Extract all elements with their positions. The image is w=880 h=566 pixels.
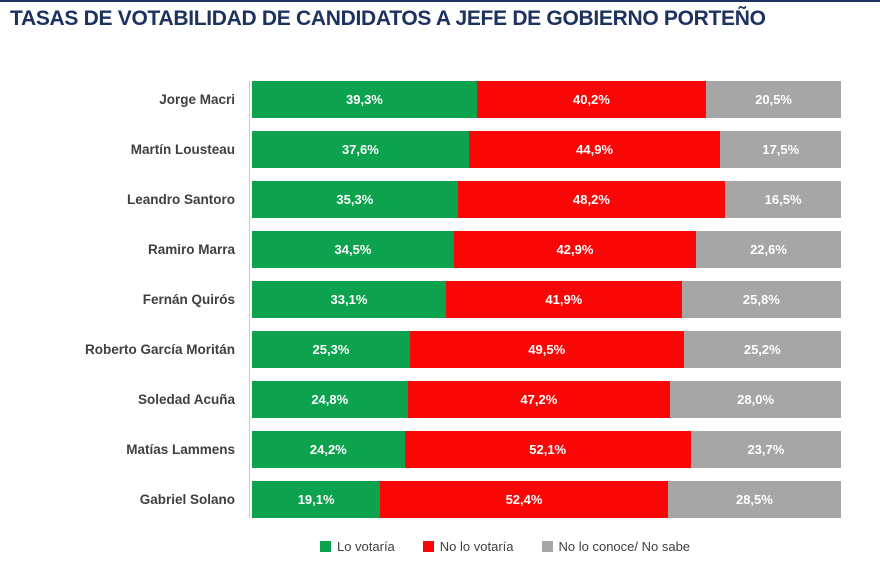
- candidate-label: Jorge Macri: [159, 92, 235, 107]
- bar-row: Martín Lousteau 37,6% 44,9% 17,5%: [0, 131, 880, 168]
- value-label: 33,1%: [330, 292, 368, 307]
- legend-label: No lo conoce/ No sabe: [558, 539, 691, 554]
- bar-row: Leandro Santoro 35,3% 48,2% 16,5%: [0, 181, 880, 218]
- value-label: 42,9%: [556, 242, 594, 257]
- value-label: 48,2%: [573, 192, 610, 207]
- bar-segment-no-lo-conoce-no-sabe: 17,5%: [720, 131, 842, 168]
- value-label: 19,1%: [297, 492, 335, 507]
- legend-item-no-lo-conoce-no-sabe: No lo conoce/ No sabe: [541, 539, 691, 554]
- candidate-label: Ramiro Marra: [147, 242, 235, 257]
- value-label: 37,6%: [341, 142, 379, 157]
- bar-segment-no-lo-votaria: 40,2%: [476, 81, 707, 118]
- bar-row: Roberto García Moritán 25,3% 49,5% 25,2%: [0, 331, 880, 368]
- bar-segment-no-lo-votaria: 47,2%: [407, 381, 671, 418]
- value-label: 34,5%: [334, 242, 372, 257]
- bar-segment-no-lo-votaria: 42,9%: [453, 231, 697, 268]
- bar-segment-no-lo-conoce-no-sabe: 25,8%: [681, 281, 841, 318]
- bar-row: Soledad Acuña 24,8% 47,2% 28,0%: [0, 381, 880, 418]
- legend-item-no-lo-votaria: No lo votaría: [422, 539, 514, 554]
- bar-row: Gabriel Solano 19,1% 52,4% 28,5%: [0, 481, 880, 518]
- value-label: 47,2%: [520, 392, 558, 407]
- candidate-label: Fernán Quirós: [142, 292, 235, 307]
- chart-legend: Lo votaría No lo votaría No lo conoce/ No …: [130, 539, 880, 554]
- bar-row: Matías Lammens 24,2% 52,1% 23,7%: [0, 431, 880, 468]
- value-label: 52,1%: [529, 442, 567, 457]
- stacked-bar: 34,5% 42,9% 22,6%: [252, 231, 841, 268]
- bar-segment-lo-votaria: 24,8%: [252, 381, 408, 418]
- stacked-bar: 37,6% 44,9% 17,5%: [252, 131, 842, 168]
- bar-segment-lo-votaria: 19,1%: [252, 481, 381, 518]
- value-label: 17,5%: [762, 142, 800, 157]
- value-label: 39,3%: [346, 92, 383, 107]
- stacked-bar: 19,1% 52,4% 28,5%: [252, 481, 842, 518]
- legend-label: Lo votaría: [336, 539, 395, 554]
- bar-row: Ramiro Marra 34,5% 42,9% 22,6%: [0, 231, 880, 268]
- category-axis-line: [249, 81, 250, 518]
- bar-segment-no-lo-conoce-no-sabe: 20,5%: [706, 81, 841, 118]
- value-label: 24,8%: [311, 392, 349, 407]
- value-label: 28,0%: [737, 392, 775, 407]
- bar-segment-lo-votaria: 34,5%: [252, 231, 454, 268]
- candidate-label: Soledad Acuña: [137, 392, 235, 407]
- value-label: 49,5%: [528, 342, 566, 357]
- page-title: TASAS DE VOTABILIDAD DE CANDIDATOS A JEF…: [10, 7, 766, 30]
- bar-segment-no-lo-votaria: 41,9%: [445, 281, 682, 318]
- stacked-bar: 24,8% 47,2% 28,0%: [252, 381, 841, 418]
- bar-segment-no-lo-conoce-no-sabe: 16,5%: [725, 181, 841, 218]
- value-label: 24,2%: [309, 442, 347, 457]
- legend-item-lo-votaria: Lo votaría: [319, 539, 395, 554]
- bar-segment-lo-votaria: 24,2%: [252, 431, 405, 468]
- value-label: 52,4%: [505, 492, 543, 507]
- stacked-bar: 35,3% 48,2% 16,5%: [252, 181, 841, 218]
- bar-segment-lo-votaria: 33,1%: [252, 281, 446, 318]
- value-label: 22,6%: [750, 242, 787, 257]
- legend-swatch-icon: [319, 541, 331, 552]
- value-label: 41,9%: [545, 292, 583, 307]
- value-label: 28,5%: [735, 492, 773, 507]
- value-label: 40,2%: [573, 92, 610, 107]
- bar-segment-no-lo-votaria: 48,2%: [457, 181, 726, 218]
- stacked-bar-chart: Jorge Macri 39,3% 40,2% 20,5% Martín Loustea…: [0, 81, 880, 554]
- value-label: 16,5%: [764, 192, 802, 207]
- bar-segment-no-lo-votaria: 49,5%: [409, 331, 684, 368]
- bar-segment-no-lo-conoce-no-sabe: 23,7%: [690, 431, 841, 468]
- legend-swatch-icon: [422, 541, 434, 552]
- bar-segment-no-lo-conoce-no-sabe: 22,6%: [696, 231, 841, 268]
- value-label: 20,5%: [755, 92, 792, 107]
- value-label: 25,8%: [742, 292, 780, 307]
- bar-row: Fernán Quirós 33,1% 41,9% 25,8%: [0, 281, 880, 318]
- bar-segment-lo-votaria: 35,3%: [252, 181, 458, 218]
- value-label: 35,3%: [336, 192, 374, 207]
- stacked-bar: 24,2% 52,1% 23,7%: [252, 431, 841, 468]
- value-label: 23,7%: [747, 442, 785, 457]
- bar-segment-no-lo-votaria: 52,1%: [404, 431, 691, 468]
- value-label: 25,3%: [312, 342, 350, 357]
- stacked-bar: 33,1% 41,9% 25,8%: [252, 281, 841, 318]
- candidate-label: Roberto García Moritán: [84, 342, 235, 357]
- legend-label: No lo votaría: [439, 539, 514, 554]
- bar-segment-lo-votaria: 39,3%: [252, 81, 477, 118]
- page: TASAS DE VOTABILIDAD DE CANDIDATOS A JEF…: [0, 0, 880, 554]
- bar-segment-no-lo-conoce-no-sabe: 28,0%: [670, 381, 841, 418]
- candidate-label: Martín Lousteau: [130, 142, 235, 157]
- value-label: 44,9%: [576, 142, 614, 157]
- bar-rows: Jorge Macri 39,3% 40,2% 20,5% Martín Loustea…: [0, 81, 880, 518]
- bar-segment-lo-votaria: 37,6%: [252, 131, 469, 168]
- stacked-bar: 25,3% 49,5% 25,2%: [252, 331, 841, 368]
- bar-segment-no-lo-conoce-no-sabe: 25,2%: [683, 331, 841, 368]
- value-label: 25,2%: [743, 342, 781, 357]
- header-rule: [0, 0, 880, 2]
- bar-segment-no-lo-votaria: 44,9%: [468, 131, 721, 168]
- legend-swatch-icon: [541, 541, 553, 552]
- candidate-label: Gabriel Solano: [139, 492, 235, 507]
- stacked-bar: 39,3% 40,2% 20,5%: [252, 81, 841, 118]
- bar-row: Jorge Macri 39,3% 40,2% 20,5%: [0, 81, 880, 118]
- candidate-label: Matías Lammens: [126, 442, 235, 457]
- candidate-label: Leandro Santoro: [126, 192, 235, 207]
- bar-segment-no-lo-votaria: 52,4%: [380, 481, 668, 518]
- bar-segment-no-lo-conoce-no-sabe: 28,5%: [667, 481, 842, 518]
- bar-segment-lo-votaria: 25,3%: [252, 331, 410, 368]
